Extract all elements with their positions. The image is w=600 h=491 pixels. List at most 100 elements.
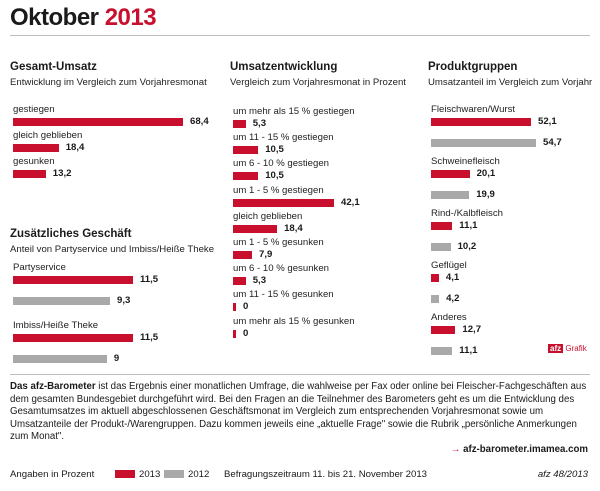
category-label: um mehr als 15 % gesunken <box>233 315 355 327</box>
description-text: Das afz-Barometer ist das Ergebnis einer… <box>10 381 588 444</box>
data-label: 13,2 <box>52 168 72 179</box>
bar-2012 <box>13 297 110 305</box>
legend-label-2013: 2013 <box>139 469 161 480</box>
data-label: 68,4 <box>190 116 209 127</box>
chart-title: Gesamt-Umsatz <box>10 61 97 73</box>
category-label: um 1 - 5 % gesunken <box>233 237 324 248</box>
bar-2012 <box>431 295 440 303</box>
description-lead: Das afz-Barometer <box>10 381 96 392</box>
footer-period: Befragungszeitraum 11. bis 21. November … <box>224 469 428 480</box>
data-label: 7,9 <box>259 249 273 260</box>
bar-2013 <box>233 224 278 233</box>
logo-text: Grafik <box>565 344 587 353</box>
category-label: Schweinefleisch <box>431 156 500 167</box>
data-label: 5,3 <box>252 275 267 287</box>
legend-swatch-2013 <box>115 470 135 478</box>
bar-2013 <box>13 170 46 178</box>
bar-2013 <box>233 146 259 155</box>
chart-subtitle: Umsatzanteil im Vergleich zum Vorjahr <box>428 77 593 88</box>
barometer-link-text[interactable]: afz-barometer.imamea.com <box>463 444 588 455</box>
bar-2013 <box>233 329 236 338</box>
category-label: Imbiss/Heiße Theke <box>13 320 99 331</box>
category-label: um 11 - 15 % gestiegen <box>233 132 334 144</box>
category-label: Anderes <box>431 312 467 323</box>
data-label: 9,3 <box>117 295 131 306</box>
bar-2013 <box>431 170 470 178</box>
data-label: 9 <box>113 353 120 364</box>
bar-2013 <box>233 303 236 312</box>
bar-2012 <box>13 355 107 363</box>
data-label: 11,1 <box>459 220 478 231</box>
category-label: gleich geblieben <box>13 130 83 141</box>
data-label: 4,1 <box>445 272 460 283</box>
category-label: gestiegen <box>13 104 55 115</box>
category-label: um 11 - 15 % gesunken <box>233 289 334 301</box>
bar-2013 <box>233 277 246 286</box>
bar-2013 <box>233 251 252 259</box>
category-label: gesunken <box>13 156 55 167</box>
data-label: 52,1 <box>538 116 557 127</box>
data-label: 20,1 <box>476 168 496 179</box>
data-label: 10,5 <box>265 170 284 182</box>
data-label: 0 <box>243 327 249 339</box>
description-rule <box>10 374 590 375</box>
chart-title: Produktgruppen <box>428 61 518 73</box>
category-label: Fleischwaren/Wurst <box>431 104 516 115</box>
bar-2013 <box>233 198 334 207</box>
logo-box: afz <box>548 344 564 353</box>
bar-2013 <box>431 222 453 230</box>
data-label: 10,5 <box>265 144 284 156</box>
bar-2013 <box>431 118 531 126</box>
bar-2013 <box>13 118 183 126</box>
category-label: um 6 - 10 % gesunken <box>233 263 329 275</box>
bar-2013 <box>233 120 246 128</box>
data-label: 5,3 <box>252 118 267 129</box>
bar-2013 <box>13 276 133 284</box>
category-label: um 6 - 10 % gestiegen <box>233 158 329 170</box>
barometer-link[interactable]: → afz-barometer.imamea.com <box>451 444 588 455</box>
chart-title: Zusätzliches Geschäft <box>10 228 132 240</box>
chart-subtitle: Vergleich zum Vorjahresmonat in Prozent <box>230 77 406 88</box>
category-label: Rind-/Kalbfleisch <box>431 208 503 219</box>
bar-2012 <box>431 191 470 199</box>
arrow-right-icon: → <box>450 444 461 455</box>
data-label: 18,4 <box>284 222 303 234</box>
afz-grafik-logo: afz Grafik <box>548 344 587 353</box>
data-label: 11,5 <box>140 332 159 343</box>
category-label: gleich geblieben <box>233 210 303 222</box>
page-title: Oktober 2013 <box>10 4 157 32</box>
bar-2013 <box>13 334 133 342</box>
category-label: Geflügel <box>431 260 467 271</box>
title-rule <box>10 35 590 36</box>
chart-subtitle: Anteil von Partyservice und Imbiss/Heiße… <box>10 244 215 255</box>
title-month: Oktober <box>10 4 99 31</box>
legend-swatch-2012 <box>164 470 184 478</box>
category-label: Partyservice <box>13 262 66 273</box>
bar-2012 <box>431 243 451 251</box>
footer-units: Angaben in Prozent <box>10 469 95 480</box>
title-year: 2013 <box>104 4 157 31</box>
footer-issue: afz 48/2013 <box>537 469 588 480</box>
legend-label-2012: 2012 <box>188 469 210 480</box>
chart-subtitle: Entwicklung im Vergleich zum Vorjahresmo… <box>10 77 207 88</box>
bar-2013 <box>431 326 456 334</box>
bar-2013 <box>233 172 259 181</box>
chart-title: Umsatzentwicklung <box>230 61 338 73</box>
data-label: 11,5 <box>140 274 159 285</box>
data-label: 18,4 <box>65 142 85 153</box>
category-label: um 1 - 5 % gestiegen <box>233 184 324 196</box>
data-label: 0 <box>243 301 249 313</box>
data-label: 19,9 <box>476 189 495 200</box>
bar-2012 <box>431 139 536 147</box>
data-label: 11,1 <box>459 345 478 356</box>
category-label: um mehr als 15 % gestiegen <box>233 106 355 117</box>
bar-2013 <box>431 274 439 282</box>
data-label: 10,2 <box>457 241 477 252</box>
data-label: 4,2 <box>446 293 460 304</box>
data-label: 42,1 <box>341 196 360 208</box>
data-label: 12,7 <box>462 324 482 335</box>
bar-2012 <box>431 347 453 355</box>
bar-2013 <box>13 144 59 152</box>
data-label: 54,7 <box>543 137 562 148</box>
description-body: ist das Ergebnis einer monatlichen Umfra… <box>10 381 587 443</box>
